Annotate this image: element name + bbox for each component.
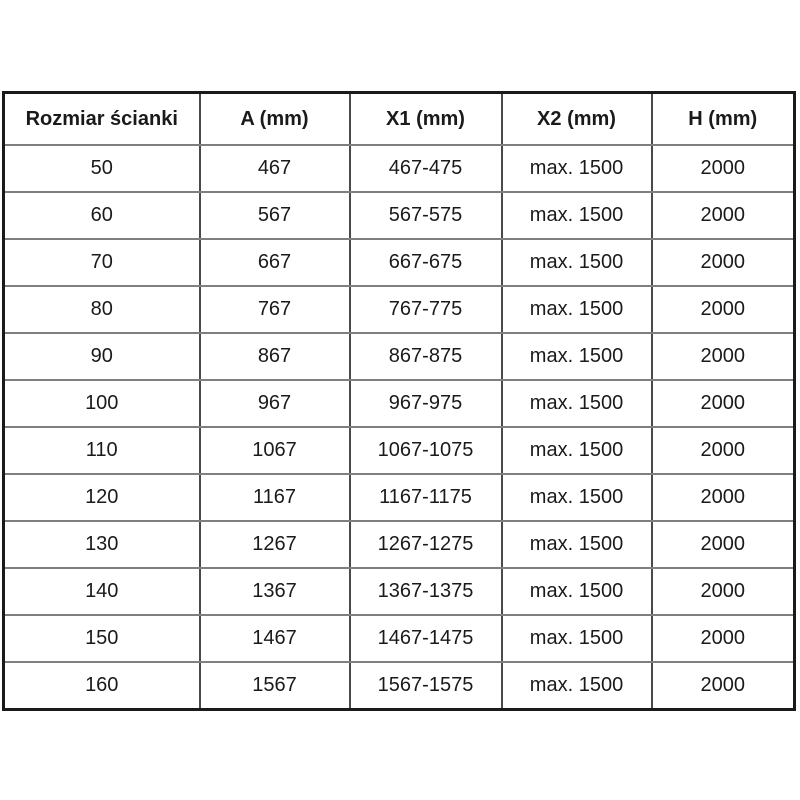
table-row: 110 1067 1067-1075 max. 1500 2000: [2, 426, 796, 475]
table-cell: 2000: [650, 473, 796, 522]
table-cell: 1067: [198, 426, 351, 475]
table-cell: max. 1500: [500, 379, 653, 428]
table-cell: 967-975: [348, 379, 503, 428]
table-cell: 2000: [650, 285, 796, 334]
table-cell: 100: [2, 379, 201, 428]
table-row: 100 967 967-975 max. 1500 2000: [2, 379, 796, 428]
table-row: 50 467 467-475 max. 1500 2000: [2, 144, 796, 193]
table-row: 70 667 667-675 max. 1500 2000: [2, 238, 796, 287]
table-cell: 1067-1075: [348, 426, 503, 475]
table-header-row: Rozmiar ścianki A (mm) X1 (mm) X2 (mm) H…: [2, 91, 796, 146]
column-header-rozmiar-scianki: Rozmiar ścianki: [2, 91, 201, 146]
table-cell: max. 1500: [500, 426, 653, 475]
table-cell: max. 1500: [500, 191, 653, 240]
column-header-a-mm: A (mm): [198, 91, 351, 146]
table-cell: 1567: [198, 661, 351, 711]
table-cell: 1367-1375: [348, 567, 503, 616]
column-header-x2-mm: X2 (mm): [500, 91, 653, 146]
table-cell: 2000: [650, 426, 796, 475]
table-cell: 1367: [198, 567, 351, 616]
table-cell: 1167: [198, 473, 351, 522]
table-cell: max. 1500: [500, 332, 653, 381]
size-spec-table: Rozmiar ścianki A (mm) X1 (mm) X2 (mm) H…: [2, 91, 796, 711]
table-cell: max. 1500: [500, 144, 653, 193]
table-cell: 467: [198, 144, 351, 193]
column-header-x1-mm: X1 (mm): [348, 91, 503, 146]
table-cell: 110: [2, 426, 201, 475]
table-row: 80 767 767-775 max. 1500 2000: [2, 285, 796, 334]
table-body: 50 467 467-475 max. 1500 2000 60 567 567-575 max…: [2, 144, 796, 711]
table-cell: 667: [198, 238, 351, 287]
table-cell: 767: [198, 285, 351, 334]
table-cell: 1467: [198, 614, 351, 663]
table-row: 130 1267 1267-1275 max. 1500 2000: [2, 520, 796, 569]
table-cell: 160: [2, 661, 201, 711]
table-cell: 140: [2, 567, 201, 616]
table-row: 90 867 867-875 max. 1500 2000: [2, 332, 796, 381]
table-cell: 567: [198, 191, 351, 240]
table-row: 120 1167 1167-1175 max. 1500 2000: [2, 473, 796, 522]
table-cell: max. 1500: [500, 614, 653, 663]
table-cell: 60: [2, 191, 201, 240]
table-cell: 90: [2, 332, 201, 381]
table-cell: 1467-1475: [348, 614, 503, 663]
table-cell: max. 1500: [500, 661, 653, 711]
table-cell: 1167-1175: [348, 473, 503, 522]
table-row: 160 1567 1567-1575 max. 1500 2000: [2, 661, 796, 711]
table-row: 60 567 567-575 max. 1500 2000: [2, 191, 796, 240]
column-header-h-mm: H (mm): [650, 91, 796, 146]
table-cell: 1567-1575: [348, 661, 503, 711]
table-cell: max. 1500: [500, 285, 653, 334]
table-cell: 867-875: [348, 332, 503, 381]
table-cell: 70: [2, 238, 201, 287]
table-cell: 667-675: [348, 238, 503, 287]
table-cell: 2000: [650, 567, 796, 616]
table-cell: 2000: [650, 614, 796, 663]
table-cell: 2000: [650, 191, 796, 240]
table-cell: 130: [2, 520, 201, 569]
table-cell: 2000: [650, 144, 796, 193]
table-cell: max. 1500: [500, 238, 653, 287]
table-cell: 867: [198, 332, 351, 381]
table-cell: 150: [2, 614, 201, 663]
table-cell: 2000: [650, 238, 796, 287]
table-cell: max. 1500: [500, 473, 653, 522]
table-cell: 2000: [650, 520, 796, 569]
table-cell: 567-575: [348, 191, 503, 240]
table-cell: max. 1500: [500, 520, 653, 569]
table-cell: 967: [198, 379, 351, 428]
table-cell: 2000: [650, 379, 796, 428]
table-row: 150 1467 1467-1475 max. 1500 2000: [2, 614, 796, 663]
table-cell: 767-775: [348, 285, 503, 334]
table-cell: 80: [2, 285, 201, 334]
table-cell: 50: [2, 144, 201, 193]
table-cell: 467-475: [348, 144, 503, 193]
table-cell: 2000: [650, 332, 796, 381]
table-cell: 2000: [650, 661, 796, 711]
table-cell: 1267-1275: [348, 520, 503, 569]
table-cell: max. 1500: [500, 567, 653, 616]
table-row: 140 1367 1367-1375 max. 1500 2000: [2, 567, 796, 616]
table-cell: 1267: [198, 520, 351, 569]
table-cell: 120: [2, 473, 201, 522]
